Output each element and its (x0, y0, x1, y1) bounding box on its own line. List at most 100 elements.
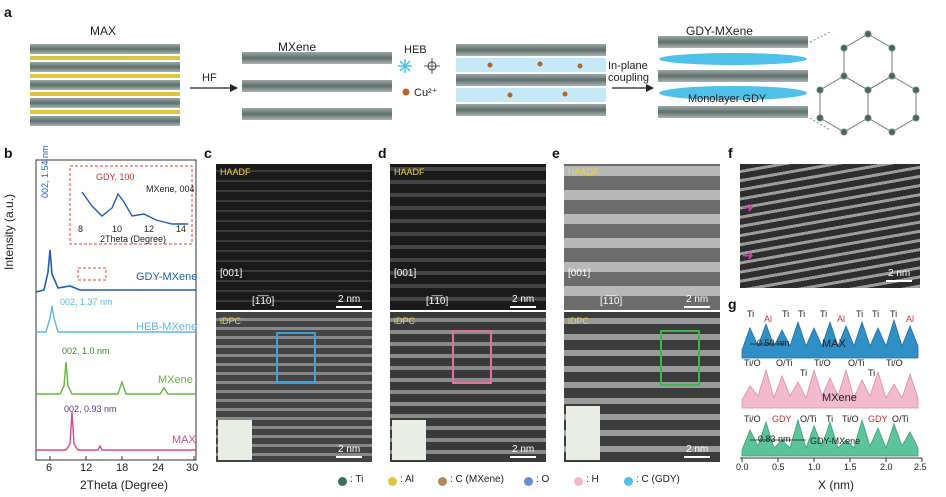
stem-d-zone-axis: [001] (394, 268, 417, 279)
stem-d-haadf-scalebar (510, 306, 536, 308)
legend-c-gdy-label: : C (GDY) (636, 474, 680, 485)
xrd-chart (35, 159, 197, 461)
profile-xtick-5: 2.5 (914, 462, 927, 472)
label-cu: Cu²⁺ (414, 87, 438, 99)
stem-c-haadf-label: HAADF (220, 167, 251, 177)
gdy-mxene-stack (658, 36, 808, 118)
stem-d-idpc-label: iDPC (394, 316, 416, 326)
stem-e-zone-axis: [001] (568, 268, 591, 279)
stem-c-roi-box (276, 332, 316, 384)
xrd-ylabel: Intensity (a.u.) (2, 193, 16, 270)
stem-e-haadf-scalebar (684, 306, 710, 308)
heb-icon (398, 58, 440, 74)
profile-g-label-4: Ti/O (842, 414, 859, 424)
profile-mx-label-5: Ti (868, 368, 876, 378)
legend-ti-label: : Ti (350, 474, 364, 485)
xrd-series-mxene: MXene (158, 374, 193, 386)
panel-letter-c: c (204, 145, 212, 161)
stem-c-zone-axis: [001] (220, 268, 243, 279)
xrd-xtick-30: 30 (186, 462, 199, 474)
xrd-peak-mxene: 002, 1.0 nm (62, 346, 110, 356)
profile-g-label-6: O/Ti (892, 414, 909, 424)
xrd-peak-heb-mxene: 002, 1.37 nm (60, 297, 113, 307)
legend-c-mxene-label: : C (MXene) (450, 474, 504, 485)
xrd-xtick-18: 18 (116, 462, 129, 474)
schematic-panel (20, 20, 940, 145)
panel-letter-e: e (552, 145, 560, 161)
atom-legend: : Ti : Al : C (MXene) : O : H : C (GDY) (338, 474, 738, 490)
xrd-series-heb-mxene: HEB-MXene (136, 321, 198, 333)
profile-mxene-name: MXene (822, 392, 857, 404)
profile-max (741, 318, 919, 359)
xrd-peak-gdy-mxene: 002, 1.54 nm (40, 145, 50, 198)
profile-chart (740, 318, 923, 462)
xrd-inset-trace (81, 191, 188, 225)
max-stack (30, 44, 180, 126)
stem-e-direction: [1̅1̅0] (600, 296, 623, 307)
profile-max-distance: 0.50 nm (757, 338, 790, 348)
xrd-inset-xtick-10: 10 (112, 224, 123, 234)
profile-xtick-2: 1.0 (808, 462, 821, 472)
profile-g-label-3: Ti (826, 414, 834, 424)
profile-max-label-7: Ti (872, 309, 880, 319)
profile-max-label-8: Ti (890, 309, 898, 319)
stem-e-idpc-label: iDPC (568, 316, 590, 326)
stem-d-idpc-scale: 2 nm (512, 444, 535, 455)
heb-mxene-stack (456, 44, 606, 116)
stem-f-arrow-2-icon: ➜ (742, 247, 754, 263)
profile-g-label-2: O/Ti (800, 414, 817, 424)
stem-d-direction: [1̅1̅0] (426, 296, 449, 307)
stem-c-haadf-scalebar (336, 306, 362, 308)
profile-max-label-1: Al (764, 314, 773, 324)
stem-e-haadf (564, 164, 720, 310)
xrd-peak-max: 002, 0.93 nm (64, 404, 117, 414)
cu-ion-icon (402, 88, 410, 96)
stem-f-arrow-1-icon: ➜ (742, 199, 754, 215)
label-hf: HF (202, 72, 217, 84)
profile-mxene (741, 368, 919, 409)
legend-o-icon (524, 477, 533, 486)
xrd-trace-heb-mxene (36, 305, 196, 333)
profile-xlabel: X (nm) (818, 478, 854, 492)
profile-xtick-0: 0.0 (736, 462, 749, 472)
panel-letter-f: f (728, 145, 733, 161)
label-coupling: coupling (608, 72, 649, 84)
profile-mx-label-3: Ti/O (814, 358, 831, 368)
label-max: MAX (90, 24, 117, 38)
xrd-inset-xtick-12: 12 (144, 224, 155, 234)
stem-f-scale: 2 nm (888, 268, 911, 279)
legend-c-mxene-icon (438, 477, 447, 486)
profile-g-label-5: GDY (868, 414, 888, 424)
profile-mx-label-6: Ti/O (886, 358, 903, 368)
profile-g-label-0: Ti/O (744, 414, 761, 424)
legend-al-label: : Al (400, 474, 414, 485)
label-gdy-mxene: GDY-MXene (686, 24, 753, 38)
panel-letter-a: a (4, 4, 12, 20)
profile-mx-label-0: Ti/O (744, 358, 761, 368)
xrd-trace-max (36, 411, 196, 451)
xrd-series-max: MAX (172, 434, 196, 446)
profile-max-name: MAX (822, 338, 846, 350)
stem-c-idpc-scale: 2 nm (338, 444, 361, 455)
xrd-axes (35, 159, 197, 461)
stem-e-haadf-scale: 2 nm (686, 294, 709, 305)
xrd-inset-mxene-label: MXene, 004 (146, 184, 195, 194)
profile-max-label-6: Ti (856, 309, 864, 319)
xrd-inset-xtick-14: 14 (176, 224, 187, 234)
gdy-lattice-icon (816, 30, 920, 136)
stem-d-model-inset (392, 420, 426, 460)
xrd-inset-gdy-label: GDY, 100 (96, 172, 135, 182)
stem-f-scalebar (886, 280, 912, 282)
stem-e-idpc-scale: 2 nm (686, 444, 709, 455)
stem-e-model-inset (566, 406, 600, 460)
stem-c-haadf-scale: 2 nm (338, 294, 361, 305)
stem-c-idpc-scalebar (336, 456, 362, 458)
legend-o-label: : O (536, 474, 550, 485)
legend-h-icon (574, 477, 583, 486)
profile-max-label-4: Ti (820, 309, 828, 319)
panel-letter-b: b (4, 145, 13, 161)
profile-xtick-1: 0.5 (772, 462, 785, 472)
profile-max-label-3: Ti (798, 309, 806, 319)
profile-max-label-0: Ti (747, 309, 755, 319)
profile-mx-label-4: O/Ti (848, 358, 865, 368)
